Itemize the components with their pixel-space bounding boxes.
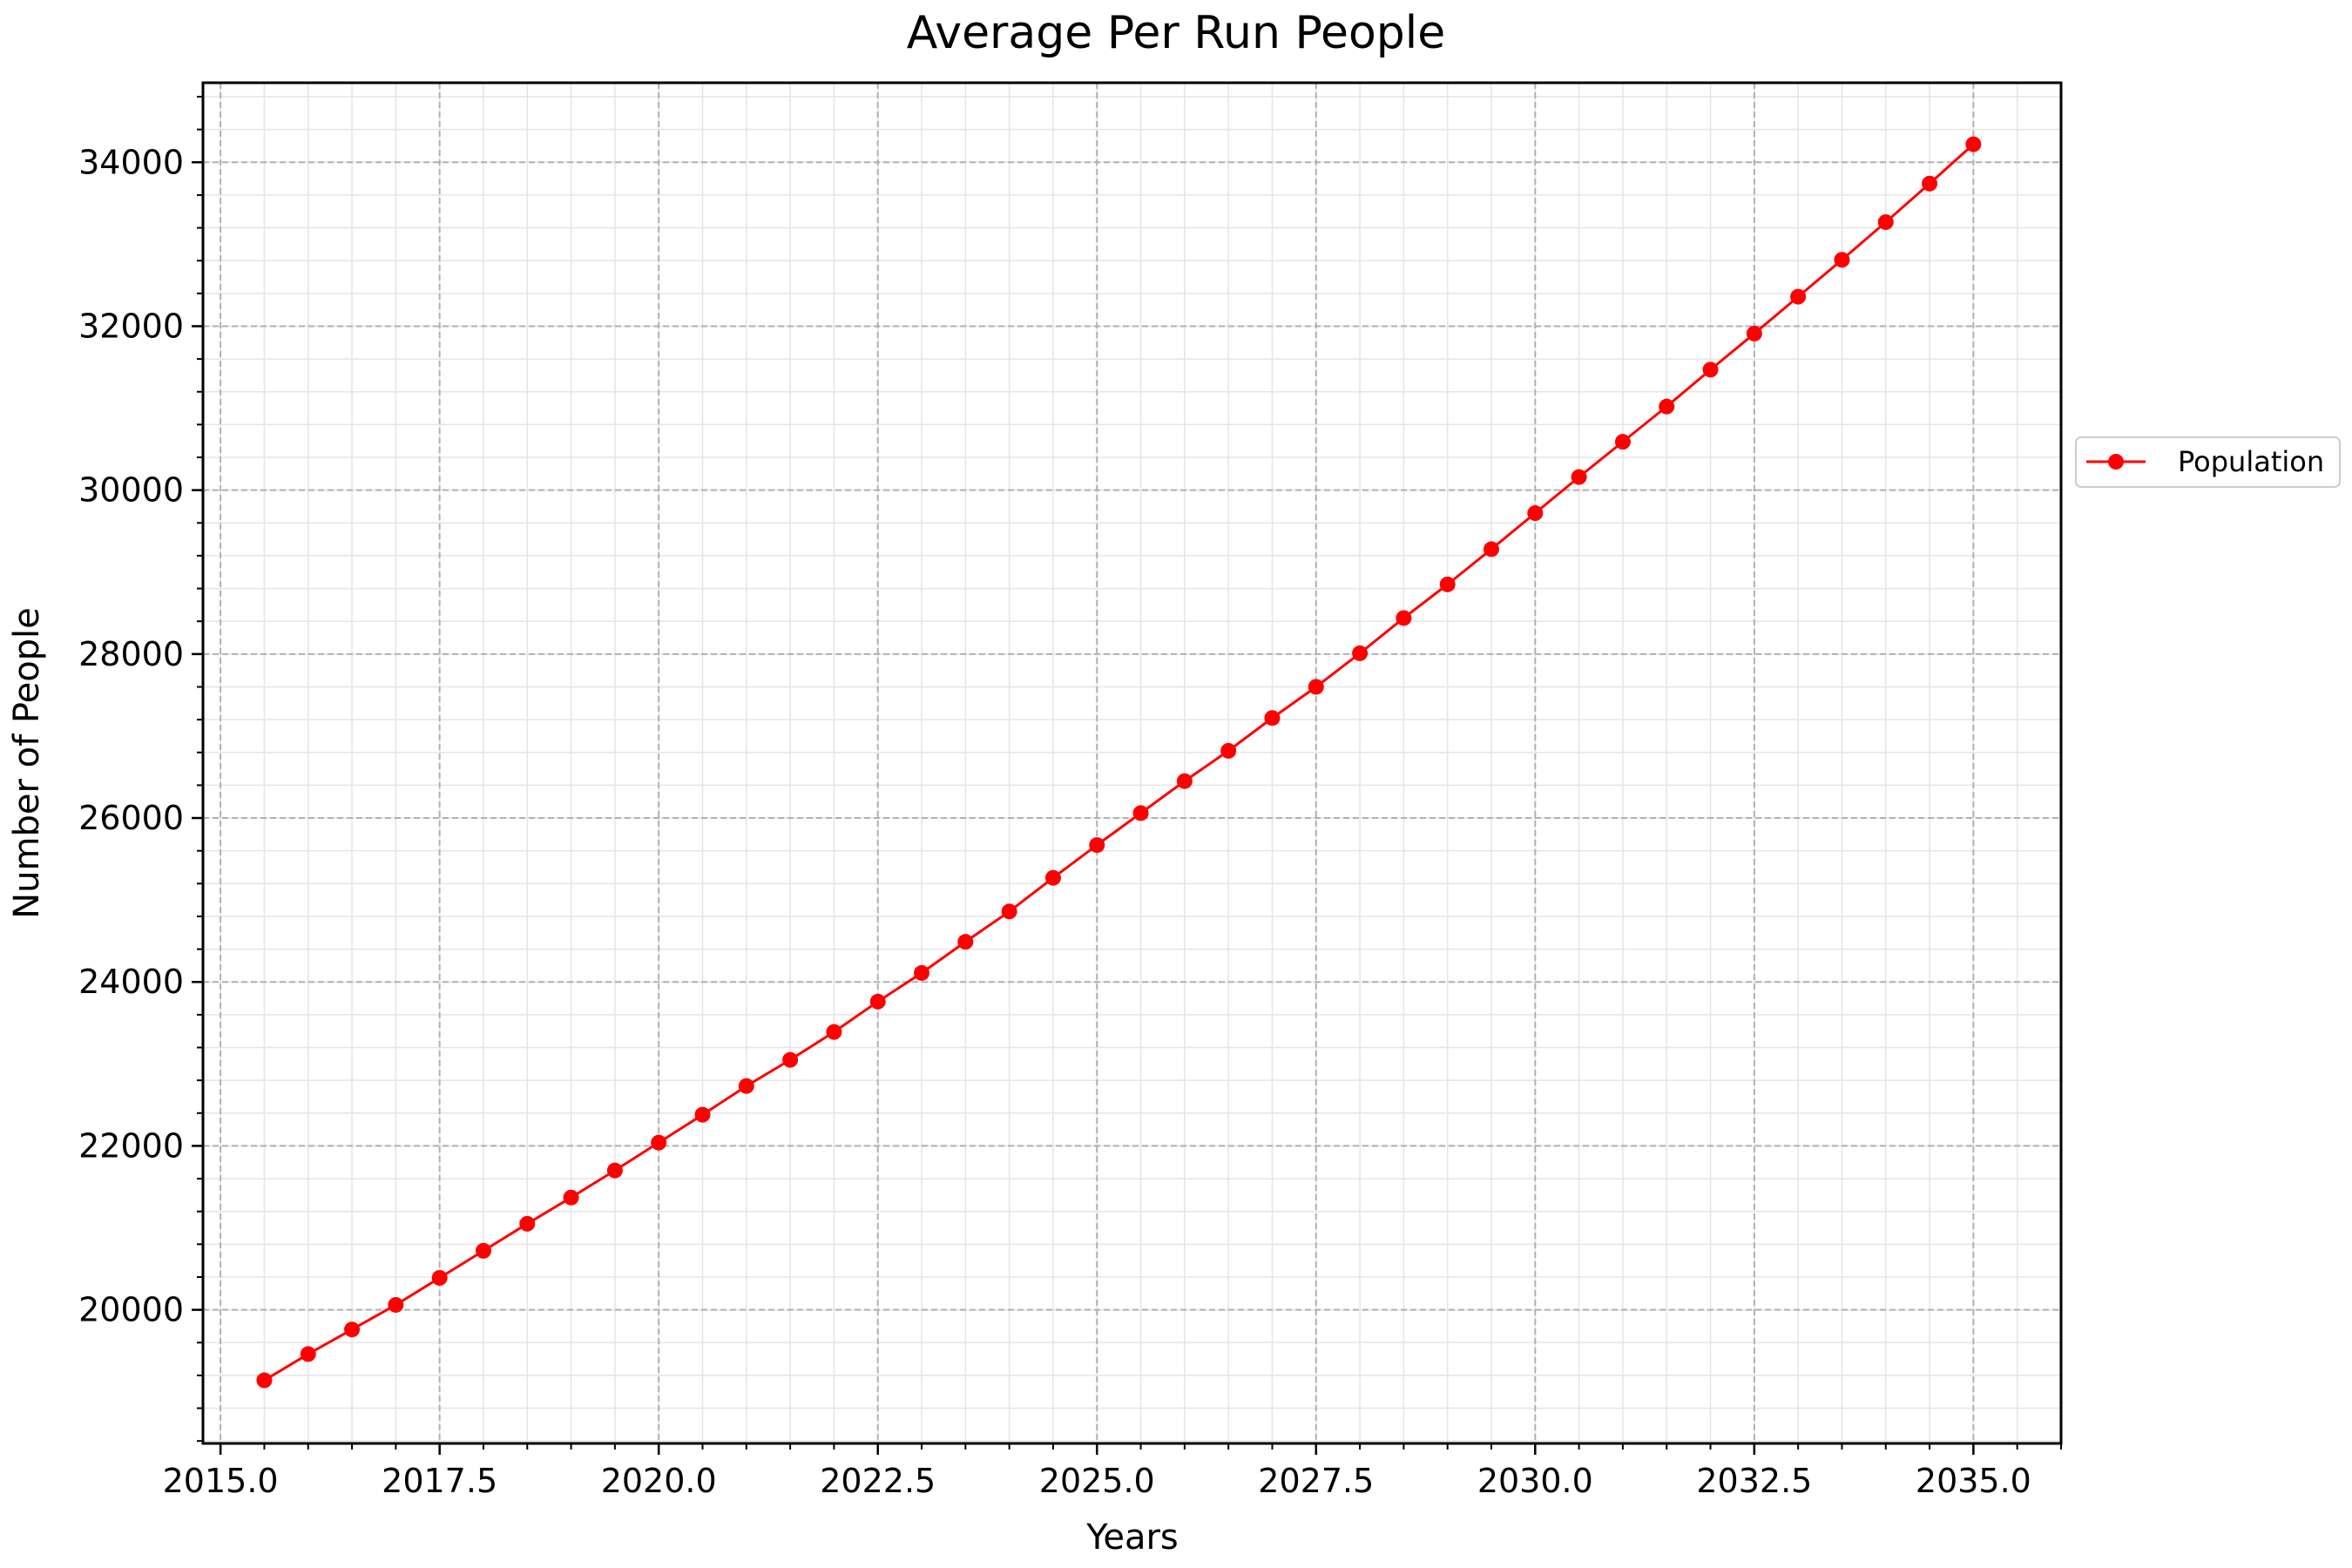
- y-tick-label: 28000: [78, 635, 184, 673]
- y-axis-label: Number of People: [7, 607, 47, 919]
- x-tick-label: 2025.0: [1039, 1462, 1155, 1500]
- data-point: [1877, 213, 1894, 230]
- data-point: [1614, 434, 1631, 450]
- data-point: [1790, 288, 1807, 305]
- major-grid: [203, 83, 2061, 1443]
- data-point: [738, 1078, 754, 1094]
- data-point: [344, 1321, 361, 1338]
- data-point: [1965, 136, 1982, 152]
- data-point: [1352, 645, 1369, 661]
- data-point: [826, 1024, 842, 1040]
- data-point: [1176, 773, 1193, 789]
- data-point: [1527, 505, 1544, 522]
- legend-label: Population: [2178, 445, 2324, 478]
- x-tick-label: 2032.5: [1696, 1462, 1812, 1500]
- data-point: [1089, 837, 1105, 854]
- data-point: [1659, 398, 1675, 415]
- series-line: [263, 143, 1975, 1382]
- data-point: [563, 1189, 579, 1206]
- data-point: [869, 993, 886, 1010]
- data-point: [957, 934, 974, 950]
- data-point: [1001, 903, 1017, 920]
- x-axis-label: Years: [1085, 1517, 1179, 1558]
- y-tick-label: 34000: [78, 143, 184, 181]
- data-point: [256, 1372, 273, 1389]
- chart-title: Average Per Run People: [907, 7, 1445, 59]
- data-point: [1132, 805, 1149, 821]
- data-point: [606, 1162, 623, 1179]
- x-tick-label: 2017.5: [382, 1462, 497, 1500]
- plot-frame: [201, 81, 2063, 1445]
- x-tick-label: 2022.5: [820, 1462, 936, 1500]
- data-point: [1220, 742, 1237, 759]
- y-tick-label: 24000: [78, 963, 184, 1001]
- y-tick-label: 32000: [78, 307, 184, 345]
- data-point: [914, 964, 930, 981]
- data-point: [651, 1134, 667, 1151]
- data-point: [1484, 541, 1500, 558]
- data-point: [1264, 710, 1281, 727]
- axis-ticks: [192, 95, 2062, 1455]
- data-point: [694, 1106, 711, 1123]
- x-tick-label: 2030.0: [1477, 1462, 1593, 1500]
- series-layer: [256, 136, 1982, 1389]
- tick-labels: 2015.0 2017.5 2020.0 2022.5 2025.0 2027.5 2030…: [78, 143, 2031, 1500]
- x-tick-label: 2027.5: [1258, 1462, 1374, 1500]
- y-tick-label: 22000: [78, 1126, 184, 1165]
- data-point: [519, 1215, 536, 1232]
- data-point: [1834, 252, 1850, 268]
- x-tick-label: 2035.0: [1916, 1462, 2031, 1500]
- legend-box: [2075, 436, 2341, 488]
- x-tick-label: 2015.0: [163, 1462, 279, 1500]
- data-point: [300, 1346, 316, 1362]
- data-point: [1746, 325, 1762, 341]
- x-tick-label: 2020.0: [601, 1462, 717, 1500]
- y-tick-label: 26000: [78, 799, 184, 837]
- data-point: [1439, 576, 1456, 592]
- y-tick-label: 20000: [78, 1291, 184, 1329]
- data-point: [388, 1296, 404, 1313]
- data-point: [1044, 869, 1061, 886]
- data-point: [475, 1242, 491, 1259]
- data-point: [1308, 679, 1324, 695]
- y-tick-label: 30000: [78, 471, 184, 510]
- data-point: [782, 1051, 799, 1068]
- data-point: [431, 1269, 448, 1286]
- data-point: [1396, 610, 1412, 626]
- data-point: [1571, 469, 1587, 485]
- data-point: [1922, 175, 1938, 192]
- data-point: [1702, 362, 1719, 378]
- legend-marker-swatch: [2108, 454, 2124, 470]
- legend: Population: [2075, 436, 2341, 488]
